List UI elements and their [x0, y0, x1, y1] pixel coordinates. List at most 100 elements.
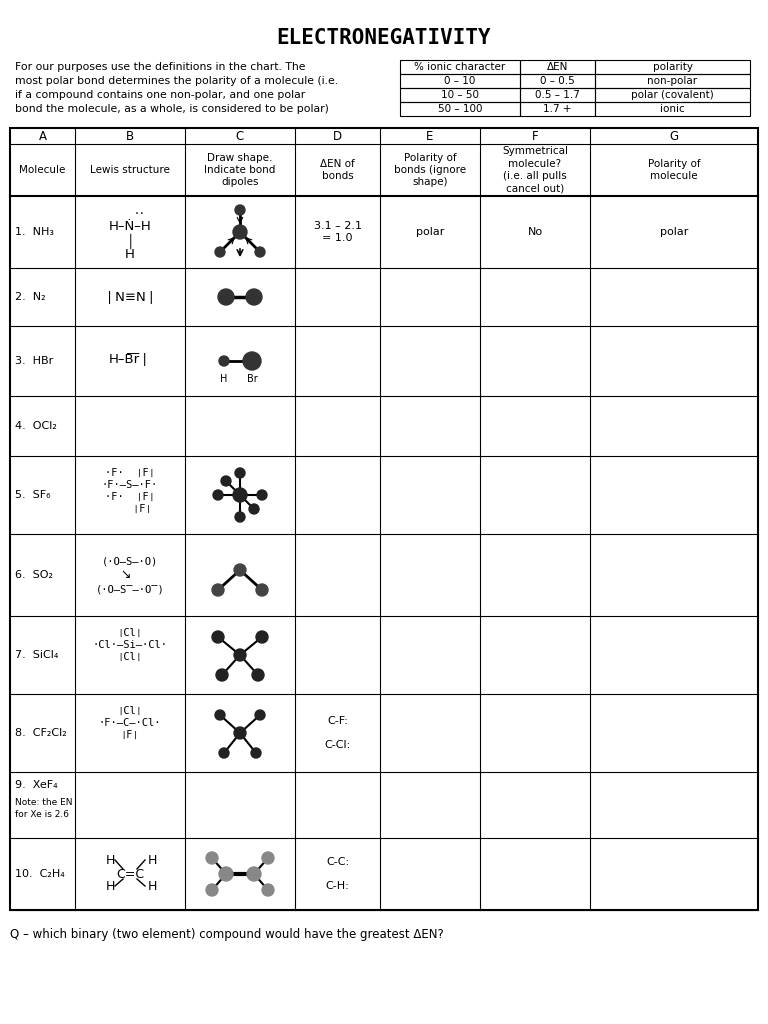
Text: % ionic character: % ionic character	[415, 62, 505, 72]
Text: C: C	[236, 129, 244, 142]
Text: ·F·  ❘F❘: ·F· ❘F❘	[105, 492, 155, 502]
Text: (·O–S–·O): (·O–S–·O)	[102, 556, 158, 566]
Text: H: H	[147, 880, 157, 893]
Text: │: │	[126, 233, 134, 249]
Circle shape	[219, 748, 229, 758]
Text: ·Cl·–Si–·Cl·: ·Cl·–Si–·Cl·	[92, 640, 167, 650]
Text: Q – which binary (two element) compound would have the greatest ΔEN?: Q – which binary (two element) compound …	[10, 928, 444, 941]
Bar	[595, 74, 750, 88]
Text: Draw shape.
Indicate bond
dipoles: Draw shape. Indicate bond dipoles	[204, 153, 276, 187]
Text: 10 – 50: 10 – 50	[441, 90, 479, 100]
Circle shape	[235, 205, 245, 215]
Circle shape	[262, 884, 274, 896]
Text: ❘Cl❘: ❘Cl❘	[118, 628, 143, 638]
Circle shape	[206, 884, 218, 896]
Text: 10.  C₂H₄: 10. C₂H₄	[15, 869, 65, 879]
Text: 5.  SF₆: 5. SF₆	[15, 490, 51, 500]
Text: most polar bond determines the polarity of a molecule (i.e.: most polar bond determines the polarity …	[15, 76, 338, 86]
Circle shape	[252, 669, 264, 681]
Text: C-C:

C-H:: C-C: C-H:	[326, 857, 349, 891]
Circle shape	[243, 352, 261, 370]
Text: polar: polar	[415, 227, 444, 237]
Circle shape	[213, 490, 223, 500]
Circle shape	[256, 631, 268, 643]
Circle shape	[235, 512, 245, 522]
Text: H: H	[220, 374, 227, 384]
Text: Polarity of
bonds (ignore
shape): Polarity of bonds (ignore shape)	[394, 153, 466, 187]
Circle shape	[246, 289, 262, 305]
Circle shape	[212, 584, 224, 596]
Circle shape	[251, 748, 261, 758]
Text: 1.7 +: 1.7 +	[543, 104, 571, 114]
Text: ❘N≡N❘: ❘N≡N❘	[104, 291, 157, 303]
Text: E: E	[426, 129, 434, 142]
Text: ❘F❘: ❘F❘	[108, 504, 152, 514]
Text: H: H	[105, 853, 114, 866]
Text: polar (covalent): polar (covalent)	[631, 90, 714, 100]
Text: ELECTRONEGATIVITY: ELECTRONEGATIVITY	[276, 28, 492, 48]
Text: ionic: ionic	[660, 104, 685, 114]
Text: Note: the EN: Note: the EN	[15, 798, 72, 807]
Circle shape	[255, 247, 265, 257]
Text: 4.  OCl₂: 4. OCl₂	[15, 421, 57, 431]
Text: ··: ··	[134, 209, 146, 219]
Text: H: H	[105, 880, 114, 893]
Circle shape	[219, 867, 233, 881]
Text: Polarity of
molecule: Polarity of molecule	[647, 159, 700, 181]
Text: ·F·–S–·F·: ·F·–S–·F·	[102, 480, 158, 490]
Circle shape	[212, 631, 224, 643]
Text: 7.  SiCl₄: 7. SiCl₄	[15, 650, 58, 660]
Text: No: No	[528, 227, 542, 237]
Text: 3.1 – 2.1
= 1.0: 3.1 – 2.1 = 1.0	[313, 221, 362, 243]
Text: ❘F❘: ❘F❘	[121, 730, 139, 740]
Text: ❘Cl❘: ❘Cl❘	[118, 652, 143, 662]
Text: Lewis structure: Lewis structure	[90, 165, 170, 175]
Circle shape	[234, 564, 246, 575]
Text: non-polar: non-polar	[647, 76, 697, 86]
Text: C=C: C=C	[116, 867, 144, 881]
Text: 3.  HBr: 3. HBr	[15, 356, 53, 366]
Text: F: F	[531, 129, 538, 142]
Text: 0 – 0.5: 0 – 0.5	[540, 76, 575, 86]
Text: D: D	[333, 129, 342, 142]
Text: Br: Br	[247, 374, 257, 384]
Text: 8.  CF₂Cl₂: 8. CF₂Cl₂	[15, 728, 67, 738]
Text: 0 – 10: 0 – 10	[445, 76, 475, 86]
Text: 1.  NH₃: 1. NH₃	[15, 227, 54, 237]
Text: ΔEN: ΔEN	[547, 62, 568, 72]
Bar	[400, 60, 520, 74]
Text: C-F:

C-Cl:: C-F: C-Cl:	[324, 717, 351, 750]
Circle shape	[215, 247, 225, 257]
Text: H–Ṅ–H: H–Ṅ–H	[108, 220, 151, 233]
Circle shape	[233, 488, 247, 502]
Circle shape	[215, 710, 225, 720]
Text: H–B̅r̅❘: H–B̅r̅❘	[109, 352, 151, 366]
Bar	[520, 88, 595, 102]
Text: if a compound contains one non-polar, and one polar: if a compound contains one non-polar, an…	[15, 90, 305, 100]
Bar	[520, 60, 595, 74]
Circle shape	[262, 852, 274, 864]
Text: ❘Cl❘: ❘Cl❘	[118, 706, 143, 716]
Text: for Xe is 2.6: for Xe is 2.6	[15, 810, 69, 819]
Circle shape	[216, 669, 228, 681]
Bar	[595, 102, 750, 116]
Bar	[595, 60, 750, 74]
Bar	[595, 88, 750, 102]
Bar	[520, 74, 595, 88]
Circle shape	[234, 649, 246, 662]
Text: 6.  SO₂: 6. SO₂	[15, 570, 53, 580]
Circle shape	[221, 476, 231, 486]
Text: ·F·  ❘F❘: ·F· ❘F❘	[105, 468, 155, 478]
Text: 2.  N₂: 2. N₂	[15, 292, 45, 302]
Bar	[10, 128, 758, 910]
Text: polarity: polarity	[653, 62, 693, 72]
Text: 50 – 100: 50 – 100	[438, 104, 482, 114]
Circle shape	[235, 468, 245, 478]
Text: For our purposes use the definitions in the chart. The: For our purposes use the definitions in …	[15, 62, 306, 72]
Text: polar: polar	[660, 227, 688, 237]
Bar	[400, 74, 520, 88]
Circle shape	[219, 356, 229, 366]
Text: ↘: ↘	[120, 568, 131, 582]
Circle shape	[256, 584, 268, 596]
Circle shape	[249, 504, 259, 514]
